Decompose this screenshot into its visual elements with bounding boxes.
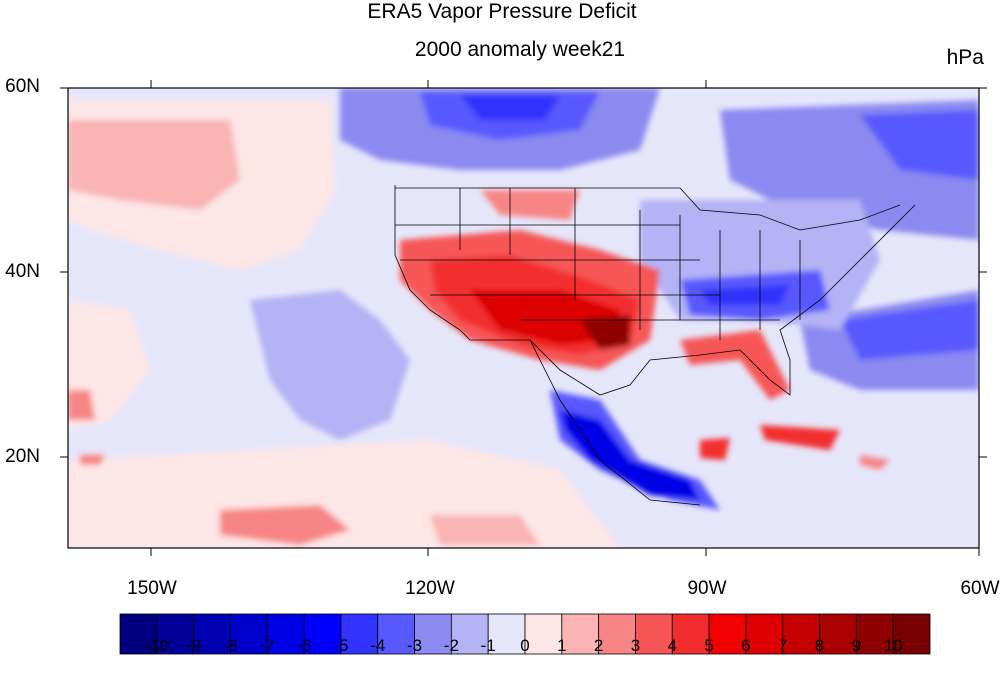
region-gulf-alaska [68, 120, 240, 210]
state-lines-horizontal [395, 224, 780, 321]
lon-label-120w: 120W [405, 578, 455, 599]
us-coastline [394, 185, 916, 396]
state-lines-vertical [459, 188, 801, 340]
colorbar-label: 7 [777, 636, 788, 655]
colorbar-label: -7 [259, 636, 275, 655]
colorbar-label: 4 [667, 636, 677, 655]
region-texas-core [470, 290, 620, 345]
colorbar-label: -1 [480, 636, 496, 655]
colorbar-label: -2 [443, 636, 459, 655]
colorbar-label: 3 [630, 636, 641, 655]
region-hawaii-red [68, 390, 95, 420]
colorbar-label: 6 [741, 636, 751, 655]
colorbar-swatch [745, 613, 784, 655]
colorbar-label: 0 [520, 636, 530, 655]
colorbar-swatch [230, 613, 268, 655]
colorbar-swatch [414, 613, 452, 655]
colorbar-label: 1 [557, 636, 567, 655]
region-florida [680, 330, 790, 400]
colorbar-label: -9 [186, 636, 202, 655]
region-pacific-pink-2 [430, 515, 540, 545]
colorbar-swatch [524, 613, 563, 655]
colorbar [119, 613, 931, 655]
colorbar-swatch [819, 613, 857, 655]
units-label: hPa [946, 46, 984, 69]
mexico-coast [529, 339, 701, 506]
anomaly-field [68, 88, 979, 548]
lat-label-20n: 20N [5, 446, 40, 467]
region-caribbean [760, 425, 840, 450]
colorbar-label: 5 [704, 636, 714, 655]
colorbar-label: -8 [222, 636, 239, 655]
colorbar-label: -3 [406, 636, 423, 655]
chart-title: ERA5 Vapor Pressure Deficit [367, 0, 637, 23]
colorbar-swatch [193, 613, 231, 655]
lon-label-150w: 150W [127, 578, 177, 599]
colorbar-label: 9 [851, 636, 862, 655]
colorbar-swatch [266, 613, 305, 655]
colorbar-swatch [892, 613, 931, 655]
lat-label-60n: 60N [5, 76, 40, 97]
colorbar-label: -6 [296, 636, 312, 655]
colorbar-label: 10 [883, 636, 903, 655]
colorbar-swatch [635, 613, 673, 655]
colorbar-swatch [782, 613, 820, 655]
colorbar-label: -5 [333, 636, 349, 655]
colorbar-label: -10 [144, 636, 170, 655]
us-canada-border [395, 187, 901, 231]
lat-label-40n: 40N [5, 261, 40, 282]
map-border [67, 87, 980, 549]
colorbar-swatch [156, 613, 195, 655]
colorbar-swatch [487, 613, 526, 655]
boundaries [394, 185, 916, 506]
colorbar-label: 2 [593, 636, 604, 655]
region-pacific-pink-patch [220, 505, 350, 545]
lon-label-60w: 60W [960, 578, 1000, 599]
colorbar-label: -4 [370, 636, 386, 655]
colorbar-swatch [119, 613, 158, 655]
colorbar-swatch [303, 613, 342, 655]
chart-subtitle: 2000 anomaly week21 [414, 38, 626, 61]
region-montana [480, 190, 580, 220]
colorbar-swatch [340, 613, 379, 655]
colorbar-label: 8 [814, 636, 825, 655]
lon-label-90w: 90W [687, 578, 727, 599]
colorbar-swatch [855, 613, 894, 655]
region-pacific-blue [250, 290, 410, 440]
axis-ticks [60, 80, 987, 556]
colorbar-swatch [561, 613, 600, 655]
